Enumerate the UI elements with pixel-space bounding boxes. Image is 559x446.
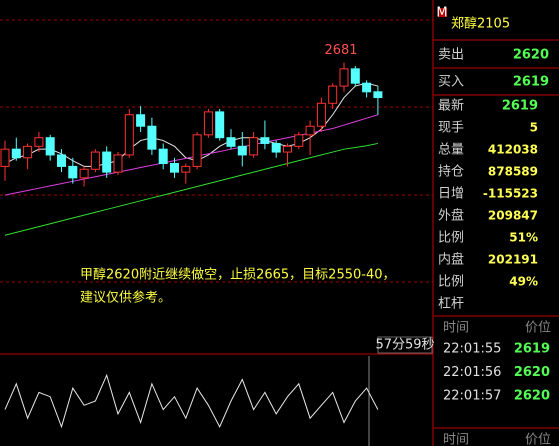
buy-price: 2619 xyxy=(513,75,549,90)
stat-value: 878589 xyxy=(488,165,538,179)
tick-time: 22:01:57 xyxy=(443,389,501,404)
candle-body xyxy=(11,148,21,159)
indicator-line xyxy=(4,373,379,429)
candle-body xyxy=(305,125,315,136)
stat-label: 总量 xyxy=(438,143,464,158)
sell-price: 2620 xyxy=(513,48,549,63)
candle-body xyxy=(68,165,78,179)
high-label: 2681 xyxy=(324,43,357,58)
kline: 2681 xyxy=(0,43,383,429)
stat-value: 49% xyxy=(509,275,538,289)
candle-body xyxy=(271,142,281,153)
tick-time: 22:01:56 xyxy=(443,365,501,380)
stat-label: 持仓 xyxy=(438,165,464,180)
candle-body xyxy=(260,137,270,144)
stat-value: 412038 xyxy=(488,143,538,157)
candle-body xyxy=(57,154,66,167)
tick-price: 2620 xyxy=(514,389,550,404)
ticks-header: 时间 xyxy=(443,321,469,336)
candle-body xyxy=(147,125,157,150)
icon: M xyxy=(436,6,447,21)
stat-label: 比例 xyxy=(438,275,464,290)
moving-average xyxy=(4,114,379,196)
stat-label: 比例 xyxy=(438,231,464,246)
candle-body xyxy=(79,168,89,179)
candle-body xyxy=(283,145,292,153)
sell-label: 卖出 xyxy=(438,48,464,63)
stat-value: 51% xyxy=(509,231,538,245)
candle-body xyxy=(113,154,123,173)
candle-body xyxy=(373,91,383,99)
stat-value: 209847 xyxy=(488,209,538,223)
timer-box xyxy=(377,336,433,354)
annotation: 建议仅供参考。 xyxy=(80,290,171,306)
candle-body xyxy=(45,137,55,156)
candle-body xyxy=(124,114,134,156)
stat-label: 外盘 xyxy=(438,208,464,224)
stat-label: 内盘 xyxy=(438,252,464,268)
candle-body xyxy=(34,137,44,147)
candle-body xyxy=(294,134,304,147)
tick-time: 22:01:55 xyxy=(443,342,501,357)
candle-body xyxy=(170,163,179,173)
moving-average xyxy=(4,142,378,236)
grid xyxy=(0,19,433,283)
symbol-title: 郑醇2105 xyxy=(451,16,510,32)
stat-label: 日增 xyxy=(438,187,464,202)
candle-body xyxy=(350,68,360,84)
footer-header: 时间 xyxy=(443,433,469,446)
tick-price: 2619 xyxy=(514,342,550,357)
icon-bg xyxy=(438,8,447,17)
tick-price: 2620 xyxy=(514,365,550,380)
buy-label: 买入 xyxy=(438,75,464,90)
candle-body xyxy=(339,68,349,87)
stat-label: 现手 xyxy=(438,121,464,136)
stat-label: 最新 xyxy=(438,98,464,114)
candle-body xyxy=(90,151,100,170)
candle-body xyxy=(181,165,191,173)
moving-average xyxy=(4,82,379,167)
candle-body xyxy=(158,148,168,165)
candle-body xyxy=(316,102,326,127)
candle-body xyxy=(249,137,259,156)
timer: 57分59秒 xyxy=(375,338,434,353)
stat-value: 5 xyxy=(530,121,538,135)
stat-label: 杠杆 xyxy=(438,296,464,312)
candle-body xyxy=(23,145,33,159)
candle-body xyxy=(237,145,247,156)
candle-body xyxy=(328,85,338,104)
quote-panel: M 郑醇2105 卖出 2620 买入 2619 最新 2619 现手 5 总量 4120… xyxy=(433,6,559,446)
candle-body xyxy=(362,82,372,93)
stat-value: 2619 xyxy=(502,99,538,114)
candle-body xyxy=(102,151,112,173)
annotation: 甲醇2620附近继续做空，止损2665，目标2550-40， xyxy=(80,267,396,283)
candle-body xyxy=(0,148,10,167)
candle-body xyxy=(136,114,146,127)
stat-value: -115523 xyxy=(483,187,538,201)
candle-body xyxy=(192,134,202,167)
candle-body xyxy=(226,137,236,147)
ticks-header: 价位 xyxy=(525,321,551,336)
footer-header: 价位 xyxy=(525,433,551,446)
candle-body xyxy=(203,111,213,136)
candle-body xyxy=(215,111,225,139)
stat-value: 202191 xyxy=(488,253,538,267)
